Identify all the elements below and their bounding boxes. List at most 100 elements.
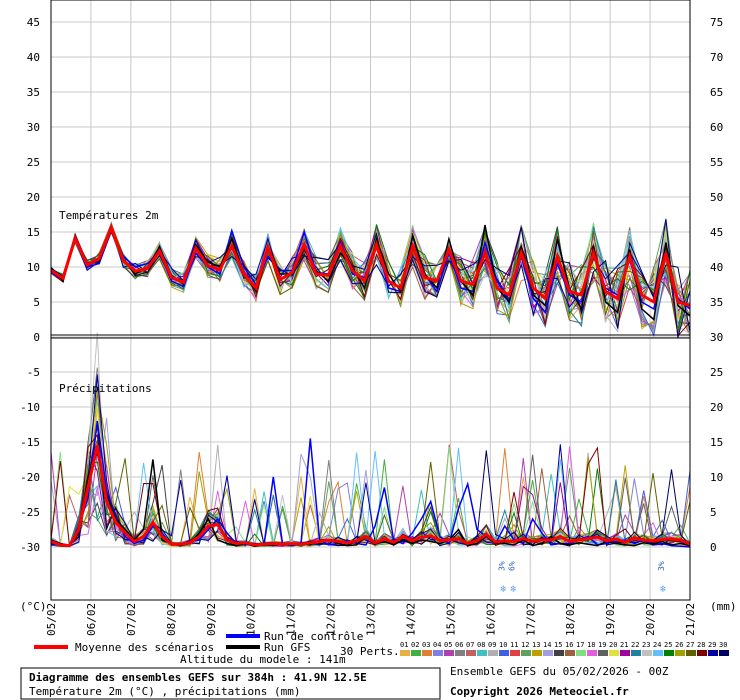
perturbation-swatch [554, 650, 564, 656]
left-axis: 45 40 35 30 25 20 15 10 5 0 -5 -10 -15 -20 -25 -30 [20, 16, 40, 554]
right-tick-label: 15 [710, 436, 723, 449]
right-tick-label: 0 [710, 541, 717, 554]
perturbation-swatch [477, 650, 487, 656]
perturbation-number: 14 [543, 641, 551, 649]
right-tick-label: 25 [710, 366, 723, 379]
perturbation-number: 09 [488, 641, 496, 649]
snowflake-icon: ❄ [660, 584, 667, 595]
right-tick-label: 65 [710, 86, 723, 99]
perturbation-number: 30 [719, 641, 727, 649]
legend-gfs-label: Run GFS [264, 641, 310, 654]
perturbation-swatch [664, 650, 674, 656]
perturbation-swatch [565, 650, 575, 656]
perturbation-swatch [444, 650, 454, 656]
perturbation-number: 29 [708, 641, 716, 649]
perturbation-swatch [609, 650, 619, 656]
perturbation-number: 27 [686, 641, 694, 649]
snow-indicators: 3% ❄ 6% ❄ 3% ❄ [497, 561, 667, 595]
x-tick-label: 18/02 [564, 603, 577, 636]
perturbation-number: 02 [411, 641, 419, 649]
x-tick-label: 08/02 [165, 603, 178, 636]
perturbation-swatch [455, 650, 465, 656]
x-tick-label: 09/02 [205, 603, 218, 636]
main-series [50, 223, 691, 548]
snowflake-icon: ❄ [510, 584, 517, 595]
right-tick-label: 10 [710, 471, 723, 484]
right-tick-label: 75 [710, 16, 723, 29]
perturbation-temp-line [50, 227, 691, 333]
x-tick-label: 14/02 [404, 603, 417, 636]
perturbation-precip-line [50, 439, 691, 547]
x-tick-label: 05/02 [45, 603, 58, 636]
perturbation-swatch [488, 650, 498, 656]
perturbation-swatch [576, 650, 586, 656]
snow-percent-label: 6% [507, 561, 516, 571]
perturbation-number: 11 [510, 641, 518, 649]
x-tick-label: 07/02 [125, 603, 138, 636]
perturbation-swatch [620, 650, 630, 656]
perturbation-number: 12 [521, 641, 529, 649]
x-axis: 05/02 06/02 07/02 08/02 09/02 10/02 11/02 12/02… [45, 603, 697, 636]
left-tick-label: 15 [27, 226, 40, 239]
left-tick-label: 0 [33, 331, 40, 344]
x-tick-label: 17/02 [524, 603, 537, 636]
perturbation-swatch [708, 650, 718, 656]
mean-precip-line [50, 445, 691, 548]
perturbation-temp-line [50, 222, 691, 317]
left-tick-label: 20 [27, 191, 40, 204]
perturbation-swatch [719, 650, 729, 656]
left-tick-label: 45 [27, 16, 40, 29]
perturbation-swatch [521, 650, 531, 656]
perturbation-swatch [697, 650, 707, 656]
left-tick-label: 5 [33, 296, 40, 309]
legend-mean-label: Moyenne des scénarios [75, 641, 214, 654]
right-tick-label: 35 [710, 296, 723, 309]
left-tick-label: 10 [27, 261, 40, 274]
right-tick-label: 40 [710, 261, 723, 274]
x-tick-label: 11/02 [285, 603, 298, 636]
perturbation-number: 26 [675, 641, 683, 649]
caption-subtitle: Température 2m (°C) , précipitations (mm… [29, 685, 301, 698]
x-tick-label: 10/02 [245, 603, 258, 636]
right-tick-label: 45 [710, 226, 723, 239]
perturbation-swatch [686, 650, 696, 656]
right-tick-label: 60 [710, 121, 723, 134]
perturbation-number: 04 [433, 641, 441, 649]
perturbation-swatch [587, 650, 597, 656]
perturbation-swatch [433, 650, 443, 656]
perturbation-swatch [631, 650, 641, 656]
legend-perts-label: 30 Perts. [340, 645, 400, 658]
perturbation-number: 28 [697, 641, 705, 649]
x-tick-label: 06/02 [85, 603, 98, 636]
perturbation-number: 05 [444, 641, 452, 649]
perturbation-number: 16 [565, 641, 573, 649]
perturbation-swatch [642, 650, 652, 656]
legend-altitude: Altitude du modele : 141m [180, 653, 346, 666]
left-tick-label: -10 [20, 401, 40, 414]
perturbation-number: 20 [609, 641, 617, 649]
left-tick-label: 25 [27, 156, 40, 169]
perturbation-number: 07 [466, 641, 474, 649]
right-tick-label: 55 [710, 156, 723, 169]
precip-section-label: Précipitations [59, 382, 152, 395]
snow-percent-label: 3% [497, 561, 506, 571]
right-tick-label: 30 [710, 331, 723, 344]
x-tick-label: 16/02 [484, 603, 497, 636]
x-tick-label: 15/02 [444, 603, 457, 636]
perturbation-swatch [510, 650, 520, 656]
left-tick-label: -15 [20, 436, 40, 449]
x-tick-label: 20/02 [644, 603, 657, 636]
perturbation-number: 06 [455, 641, 463, 649]
left-tick-label: -5 [27, 366, 40, 379]
perturbation-swatch [466, 650, 476, 656]
caption-copyright: Copyright 2026 Meteociel.fr [450, 685, 629, 698]
perturbation-number: 23 [642, 641, 650, 649]
caption-run: Ensemble GEFS du 05/02/2026 - 00Z [450, 665, 669, 678]
left-unit: (°C) [20, 600, 47, 613]
perturbation-swatch [598, 650, 608, 656]
perturbation-swatch [411, 650, 421, 656]
x-tick-label: 19/02 [604, 603, 617, 636]
x-tick-label: 12/02 [325, 603, 338, 636]
